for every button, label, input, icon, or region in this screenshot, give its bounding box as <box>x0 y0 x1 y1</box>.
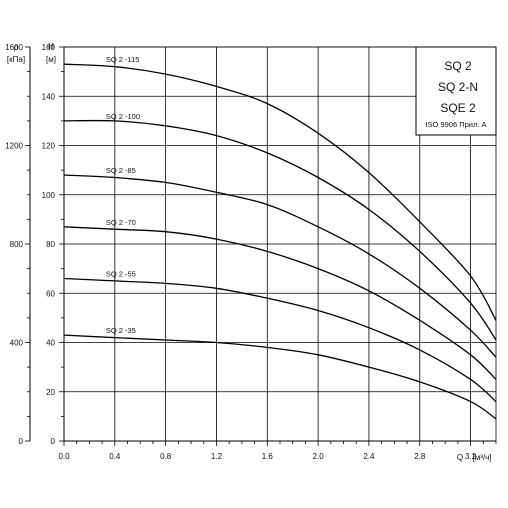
title-line-3: SQE 2 <box>440 101 476 115</box>
x-tick-label: 0.4 <box>109 452 121 461</box>
standard-note: ISO 9906 Прил. A <box>425 120 486 129</box>
head-tick-label: 140 <box>42 92 56 101</box>
pressure-tick-label: 400 <box>10 339 24 348</box>
head-tick-label: 0 <box>51 437 56 446</box>
series-curve <box>63 226 497 380</box>
flow-axis-symbol: Q <box>457 453 463 462</box>
head-tick-label: 40 <box>46 339 55 348</box>
series-label: SQ 2 -55 <box>106 269 136 278</box>
series-curves: SQ 2 -115 SQ 2 -100 SQ 2 -85 SQ 2 -70 SQ 2 -… <box>63 55 497 420</box>
axis-ticks <box>25 46 497 446</box>
series-curve <box>63 277 497 403</box>
flow-axis-unit: [м³/ч] <box>473 453 492 462</box>
series-curve <box>63 119 497 341</box>
x-tick-label: 2.0 <box>313 452 325 461</box>
tick-labels: 0.0 0.4 0.8 1.2 1.6 2.0 2.4 2.8 3.2 0 20 40 60 80 100 1… <box>5 43 476 461</box>
pressure-axis-unit: [кПа] <box>7 55 25 64</box>
series-label: SQ 2 -100 <box>106 112 140 121</box>
pressure-tick-label: 1600 <box>5 43 23 52</box>
x-tick-label: 1.6 <box>262 452 274 461</box>
x-tick-label: 0.8 <box>160 452 172 461</box>
series-label: SQ 2 -35 <box>106 326 136 335</box>
title-box <box>415 46 497 136</box>
pressure-tick-label: 800 <box>10 240 24 249</box>
x-tick-label: 2.8 <box>414 452 426 461</box>
head-axis-unit: [м] <box>46 55 56 64</box>
pressure-tick-label: 0 <box>19 437 24 446</box>
head-tick-label: 80 <box>46 240 55 249</box>
title-line-1: SQ 2 <box>444 59 472 73</box>
head-tick-label: 160 <box>42 43 56 52</box>
head-tick-label: 60 <box>46 289 55 298</box>
head-tick-label: 120 <box>42 142 56 151</box>
x-tick-label: 0.0 <box>58 452 70 461</box>
series-curve <box>63 174 497 358</box>
head-tick-label: 100 <box>42 191 56 200</box>
pressure-tick-label: 1200 <box>5 142 23 151</box>
x-tick-label: 1.2 <box>211 452 223 461</box>
x-tick-label: 2.4 <box>363 452 375 461</box>
series-label: SQ 2 -85 <box>106 166 136 175</box>
series-curve <box>63 63 497 321</box>
x-tick-label: 3.2 <box>465 452 477 461</box>
series-label: SQ 2 -115 <box>106 55 140 64</box>
head-tick-label: 20 <box>46 388 55 397</box>
grid <box>29 46 497 442</box>
title-line-2: SQ 2-N <box>438 80 478 94</box>
pressure-axis-symbol: p <box>14 43 19 52</box>
series-label: SQ 2 -70 <box>106 218 136 227</box>
series-curve <box>63 334 497 420</box>
head-axis-symbol: H <box>48 42 54 51</box>
